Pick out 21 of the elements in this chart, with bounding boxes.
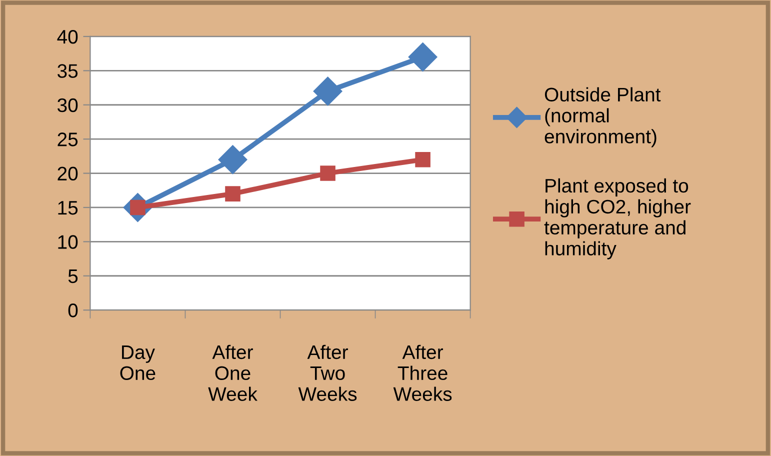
point (408, 42, 438, 72)
y-tick-label: 30 (58, 98, 78, 112)
x-tick-label: After Two Weeks (298, 344, 357, 401)
y-tick-label: 20 (58, 166, 78, 181)
y-tick-label: 0 (68, 304, 78, 318)
x-tick-label: After One Week (208, 344, 258, 401)
point (415, 152, 430, 168)
y-tick-label: 35 (58, 64, 78, 78)
point (225, 186, 240, 202)
y-tick-label: 40 (57, 30, 78, 44)
legend-label: Outside Plant (normal environment) (544, 87, 661, 148)
legend-label: Plant exposed to high CO2, higher temperature and humidity (544, 178, 691, 260)
y-tick-label: 10 (58, 235, 78, 249)
y-tick-label: 5 (68, 270, 78, 284)
x-tick-label: Day One (120, 346, 156, 380)
point (313, 76, 342, 106)
point (320, 166, 336, 181)
x-tick-label: After Three Weeks (393, 344, 452, 401)
y-tick-label: 15 (58, 201, 78, 215)
y-tick-label: 25 (58, 132, 78, 146)
point (218, 145, 248, 174)
